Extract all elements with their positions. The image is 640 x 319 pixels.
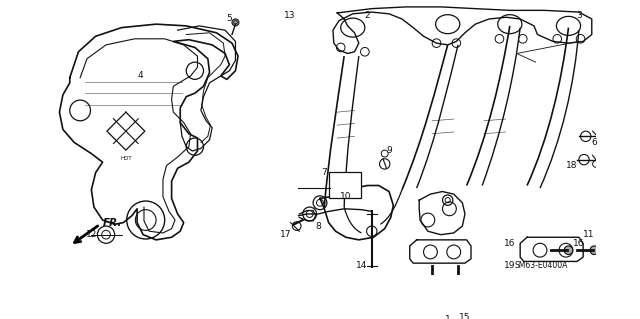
Text: 14: 14 bbox=[356, 261, 367, 270]
Circle shape bbox=[428, 277, 436, 286]
Text: 3: 3 bbox=[576, 11, 582, 20]
Text: 12: 12 bbox=[86, 230, 97, 239]
Text: 4: 4 bbox=[138, 71, 143, 80]
Text: 1: 1 bbox=[445, 315, 451, 319]
Text: FR.: FR. bbox=[102, 218, 122, 227]
Text: 9: 9 bbox=[386, 146, 392, 155]
Circle shape bbox=[232, 19, 239, 26]
Text: HOT: HOT bbox=[120, 156, 132, 160]
Text: 17: 17 bbox=[280, 230, 291, 239]
Text: 16: 16 bbox=[504, 239, 516, 248]
FancyBboxPatch shape bbox=[330, 172, 362, 197]
Text: 19: 19 bbox=[504, 261, 516, 270]
Text: 13: 13 bbox=[284, 11, 296, 20]
Text: 8: 8 bbox=[316, 222, 321, 231]
Text: 16: 16 bbox=[573, 239, 584, 248]
Text: 18: 18 bbox=[566, 161, 578, 170]
Text: SM63-E0400A: SM63-E0400A bbox=[514, 261, 568, 270]
Circle shape bbox=[590, 246, 598, 255]
Text: 15: 15 bbox=[459, 313, 470, 319]
Text: 11: 11 bbox=[584, 230, 595, 239]
Text: 2: 2 bbox=[365, 11, 371, 20]
Circle shape bbox=[564, 246, 573, 255]
Text: 7: 7 bbox=[321, 168, 327, 177]
Text: 10: 10 bbox=[340, 192, 351, 201]
Text: 5: 5 bbox=[227, 14, 232, 24]
Circle shape bbox=[454, 277, 462, 286]
Text: 6: 6 bbox=[591, 138, 597, 147]
